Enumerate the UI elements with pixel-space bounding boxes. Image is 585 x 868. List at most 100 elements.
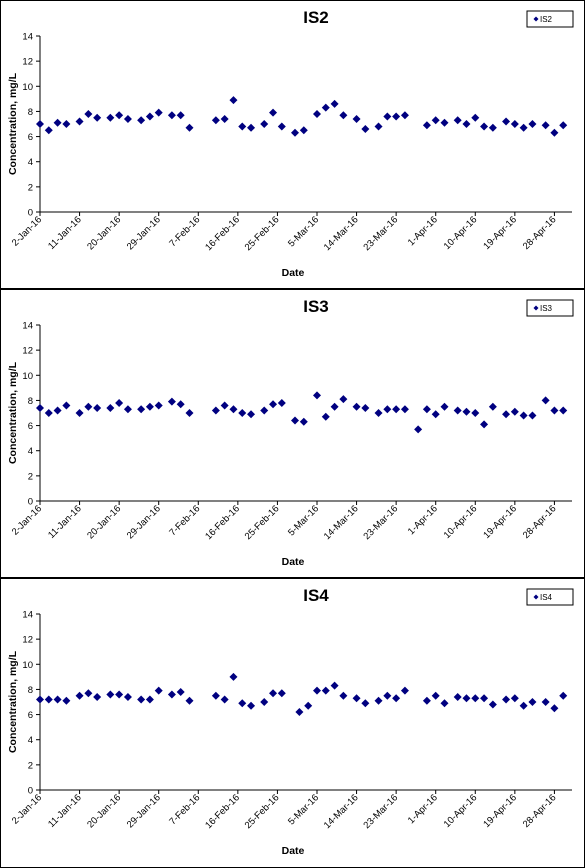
data-point xyxy=(123,692,132,701)
data-point xyxy=(75,691,84,700)
data-point xyxy=(299,417,308,426)
data-point xyxy=(488,700,497,709)
chart-title: IS2 xyxy=(303,8,329,27)
data-point xyxy=(229,96,238,105)
data-point xyxy=(176,111,185,120)
data-point xyxy=(550,406,559,415)
data-point xyxy=(137,695,146,704)
data-point xyxy=(106,690,115,699)
data-point xyxy=(62,401,71,410)
y-tick-label: 14 xyxy=(22,610,33,621)
data-point xyxy=(238,122,247,131)
y-tick-label: 2 xyxy=(28,471,33,482)
data-point xyxy=(84,689,93,698)
y-tick-label: 8 xyxy=(28,685,33,696)
y-tick-label: 6 xyxy=(28,710,33,721)
y-tick-label: 8 xyxy=(28,107,33,118)
data-point xyxy=(145,695,154,704)
data-point xyxy=(93,692,102,701)
panel-border xyxy=(0,578,585,868)
data-point xyxy=(123,114,132,123)
data-point xyxy=(462,120,471,128)
data-point xyxy=(269,108,278,117)
data-point xyxy=(361,699,370,708)
x-axis-label: Date xyxy=(282,845,305,857)
data-point xyxy=(84,109,93,118)
data-point xyxy=(541,121,550,130)
data-point xyxy=(330,681,339,690)
data-point xyxy=(559,406,568,415)
data-point xyxy=(229,405,238,414)
data-point xyxy=(220,114,229,123)
data-point xyxy=(431,691,440,700)
data-point xyxy=(167,690,176,699)
data-point xyxy=(330,99,339,108)
data-point xyxy=(123,405,132,414)
data-point xyxy=(510,694,519,703)
data-point xyxy=(480,420,489,429)
y-tick-label: 8 xyxy=(28,396,33,407)
data-point xyxy=(453,406,462,415)
data-point xyxy=(400,111,409,120)
data-point xyxy=(480,694,489,703)
data-point xyxy=(422,405,431,414)
data-point xyxy=(330,402,339,411)
legend-box xyxy=(526,10,574,28)
legend-label: IS4 xyxy=(540,593,553,602)
data-point xyxy=(115,690,124,699)
data-point xyxy=(220,401,229,410)
y-tick-label: 0 xyxy=(28,497,33,508)
data-point xyxy=(247,701,256,710)
data-point xyxy=(260,698,269,706)
data-point xyxy=(277,398,286,407)
y-tick-label: 10 xyxy=(22,660,33,671)
data-point xyxy=(167,111,176,120)
chart-title: IS3 xyxy=(303,297,329,316)
data-point xyxy=(352,114,361,123)
data-point xyxy=(312,391,321,400)
data-point xyxy=(312,686,321,695)
data-point xyxy=(312,109,321,118)
data-point xyxy=(260,406,269,415)
y-tick-label: 0 xyxy=(28,208,33,219)
y-tick-label: 2 xyxy=(28,182,33,193)
data-point xyxy=(291,416,300,425)
y-tick-label: 6 xyxy=(28,132,33,143)
data-point xyxy=(185,123,194,132)
data-point xyxy=(53,695,62,704)
chart-title: IS4 xyxy=(303,586,329,605)
data-point xyxy=(400,686,409,695)
data-point xyxy=(277,689,286,698)
y-tick-label: 12 xyxy=(22,57,33,68)
data-point xyxy=(115,111,124,120)
data-point xyxy=(559,691,568,700)
data-point xyxy=(400,405,409,414)
data-point xyxy=(462,694,471,703)
data-point xyxy=(75,117,84,126)
y-tick-label: 14 xyxy=(22,32,33,43)
data-point xyxy=(137,116,146,125)
data-point xyxy=(211,116,220,125)
data-point xyxy=(137,405,146,414)
y-tick-label: 10 xyxy=(22,82,33,93)
data-point xyxy=(422,121,431,130)
data-point xyxy=(93,403,102,412)
data-point xyxy=(352,402,361,411)
legend-marker xyxy=(533,594,539,600)
data-point xyxy=(440,402,449,411)
data-point xyxy=(176,400,185,409)
data-point xyxy=(299,126,308,135)
x-axis-label: Date xyxy=(282,556,305,568)
data-point xyxy=(361,403,370,412)
y-tick-label: 14 xyxy=(22,321,33,332)
data-point xyxy=(374,696,383,705)
data-point xyxy=(145,402,154,411)
y-tick-label: 12 xyxy=(22,635,33,646)
data-point xyxy=(519,701,528,710)
data-point xyxy=(383,405,392,414)
data-point xyxy=(339,111,348,120)
data-point xyxy=(62,120,71,128)
data-point xyxy=(295,708,304,717)
data-point xyxy=(528,698,537,706)
data-point xyxy=(510,407,519,416)
